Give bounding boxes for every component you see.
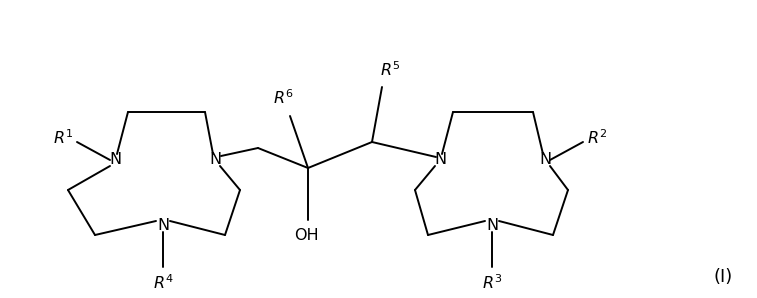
Text: N: N bbox=[109, 153, 121, 167]
Text: $\mathit{R}^{3}$: $\mathit{R}^{3}$ bbox=[481, 274, 502, 292]
Text: N: N bbox=[539, 153, 551, 167]
Text: N: N bbox=[157, 218, 169, 232]
Text: N: N bbox=[486, 218, 498, 232]
Text: N: N bbox=[434, 153, 446, 167]
Text: $\mathit{R}^{5}$: $\mathit{R}^{5}$ bbox=[380, 61, 400, 79]
Text: $\mathit{R}^{4}$: $\mathit{R}^{4}$ bbox=[153, 274, 173, 292]
Text: OH: OH bbox=[294, 229, 318, 243]
Text: $\mathit{R}^{2}$: $\mathit{R}^{2}$ bbox=[587, 129, 607, 147]
Text: $\mathit{R}^{6}$: $\mathit{R}^{6}$ bbox=[273, 89, 293, 107]
Text: $\mathit{R}^{1}$: $\mathit{R}^{1}$ bbox=[53, 129, 73, 147]
Text: N: N bbox=[209, 153, 221, 167]
Text: (I): (I) bbox=[713, 268, 733, 286]
